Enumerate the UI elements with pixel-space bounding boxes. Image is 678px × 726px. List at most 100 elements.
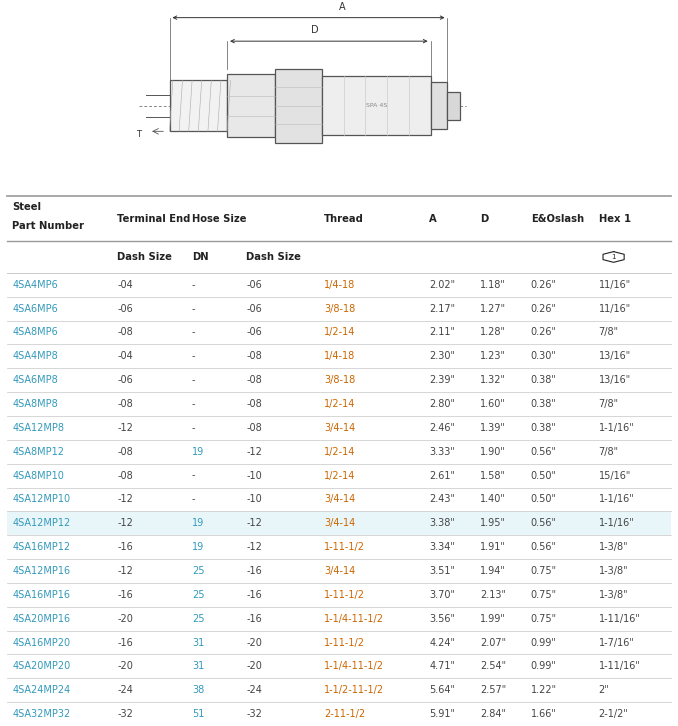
Text: 3.33": 3.33" [429, 446, 455, 457]
Text: 3.38": 3.38" [429, 518, 455, 529]
Text: 1.94": 1.94" [480, 566, 506, 576]
Text: 0.50": 0.50" [531, 470, 557, 481]
Text: 1/2-14: 1/2-14 [324, 470, 355, 481]
Text: 11/16": 11/16" [599, 303, 631, 314]
Bar [227, 75, 275, 137]
Text: 1-11/16": 1-11/16" [599, 613, 641, 624]
Text: 13/16": 13/16" [599, 375, 631, 386]
Text: 4SA12MP10: 4SA12MP10 [12, 494, 71, 505]
Text: 4SA20MP16: 4SA20MP16 [12, 613, 71, 624]
Text: -20: -20 [117, 613, 133, 624]
Text: -: - [192, 423, 195, 433]
Text: 1.40": 1.40" [480, 494, 506, 505]
Text: -12: -12 [117, 518, 133, 529]
Text: -06: -06 [246, 327, 262, 338]
Text: 1.58": 1.58" [480, 470, 506, 481]
Text: -: - [192, 494, 195, 505]
Text: 2.39": 2.39" [429, 375, 455, 386]
Text: 4SA16MP12: 4SA16MP12 [12, 542, 71, 552]
Text: 1.91": 1.91" [480, 542, 506, 552]
Text: -08: -08 [246, 399, 262, 409]
Text: -16: -16 [117, 542, 133, 552]
Text: 2.46": 2.46" [429, 423, 455, 433]
Text: 1-11-1/2: 1-11-1/2 [324, 590, 365, 600]
Text: -: - [192, 327, 195, 338]
Text: 4SA6MP8: 4SA6MP8 [12, 375, 58, 386]
Text: 0.56": 0.56" [531, 542, 557, 552]
Text: Hex 1: Hex 1 [599, 213, 631, 224]
Text: 1.66": 1.66" [531, 709, 557, 719]
Text: 4SA6MP6: 4SA6MP6 [12, 303, 58, 314]
Text: 1-3/8": 1-3/8" [599, 566, 629, 576]
Text: 1-3/8": 1-3/8" [599, 542, 629, 552]
Text: T: T [136, 130, 142, 139]
Text: 0.75": 0.75" [531, 613, 557, 624]
Text: 4SA16MP16: 4SA16MP16 [12, 590, 71, 600]
Text: -12: -12 [246, 518, 262, 529]
Text: -06: -06 [117, 303, 133, 314]
Text: 3.56": 3.56" [429, 613, 455, 624]
Text: -08: -08 [117, 446, 133, 457]
Text: -: - [192, 375, 195, 386]
Text: 3/4-14: 3/4-14 [324, 423, 355, 433]
Text: 4SA12MP16: 4SA12MP16 [12, 566, 71, 576]
Text: 0.50": 0.50" [531, 494, 557, 505]
Text: 2.13": 2.13" [480, 590, 506, 600]
Text: 0.26": 0.26" [531, 327, 557, 338]
Text: 25: 25 [192, 590, 204, 600]
Text: -16: -16 [246, 590, 262, 600]
Text: 19: 19 [192, 542, 204, 552]
Text: 1.32": 1.32" [480, 375, 506, 386]
Text: 0.26": 0.26" [531, 280, 557, 290]
Text: 1-3/8": 1-3/8" [599, 590, 629, 600]
Text: -32: -32 [246, 709, 262, 719]
Text: 1-1/4-11-1/2: 1-1/4-11-1/2 [324, 613, 384, 624]
Text: 4SA20MP20: 4SA20MP20 [12, 661, 71, 672]
Text: 0.38": 0.38" [531, 375, 557, 386]
Text: 19: 19 [192, 518, 204, 529]
Text: Dash Size: Dash Size [117, 252, 172, 262]
Text: -08: -08 [117, 399, 133, 409]
Text: 1.39": 1.39" [480, 423, 506, 433]
Text: 7/8": 7/8" [599, 399, 619, 409]
Text: -06: -06 [246, 303, 262, 314]
Text: D: D [480, 213, 488, 224]
Text: -12: -12 [117, 566, 133, 576]
Text: A: A [339, 1, 346, 12]
Text: 38: 38 [192, 685, 204, 696]
Text: 2.30": 2.30" [429, 351, 455, 362]
Text: 25: 25 [192, 613, 204, 624]
Text: -: - [192, 280, 195, 290]
Text: D: D [311, 25, 319, 36]
Text: 31: 31 [192, 637, 204, 648]
Text: 2.02": 2.02" [429, 280, 456, 290]
Text: 1/2-14: 1/2-14 [324, 399, 355, 409]
Text: 4SA12MP12: 4SA12MP12 [12, 518, 71, 529]
Text: 1/4-18: 1/4-18 [324, 280, 355, 290]
Text: 31: 31 [192, 661, 204, 672]
Text: 51: 51 [192, 709, 204, 719]
Text: 1.27": 1.27" [480, 303, 506, 314]
Text: 2-11-1/2: 2-11-1/2 [324, 709, 365, 719]
Text: 1.18": 1.18" [480, 280, 506, 290]
Text: -: - [192, 303, 195, 314]
Text: 1-1/16": 1-1/16" [599, 518, 635, 529]
Text: 1: 1 [612, 254, 616, 260]
Text: 2.84": 2.84" [480, 709, 506, 719]
Text: 5.91": 5.91" [429, 709, 455, 719]
Text: 4.71": 4.71" [429, 661, 455, 672]
Text: 4SA8MP12: 4SA8MP12 [12, 446, 64, 457]
Text: 4SA8MP10: 4SA8MP10 [12, 470, 64, 481]
Text: -10: -10 [246, 470, 262, 481]
Text: 2": 2" [599, 685, 610, 696]
Text: -20: -20 [246, 637, 262, 648]
Text: 1.99": 1.99" [480, 613, 506, 624]
Text: 4SA8MP6: 4SA8MP6 [12, 327, 58, 338]
Text: 0.26": 0.26" [531, 303, 557, 314]
Text: 1.23": 1.23" [480, 351, 506, 362]
Text: 0.56": 0.56" [531, 446, 557, 457]
Text: 0.75": 0.75" [531, 590, 557, 600]
Text: 7/8": 7/8" [599, 446, 619, 457]
Text: 2.11": 2.11" [429, 327, 455, 338]
Text: 13/16": 13/16" [599, 351, 631, 362]
